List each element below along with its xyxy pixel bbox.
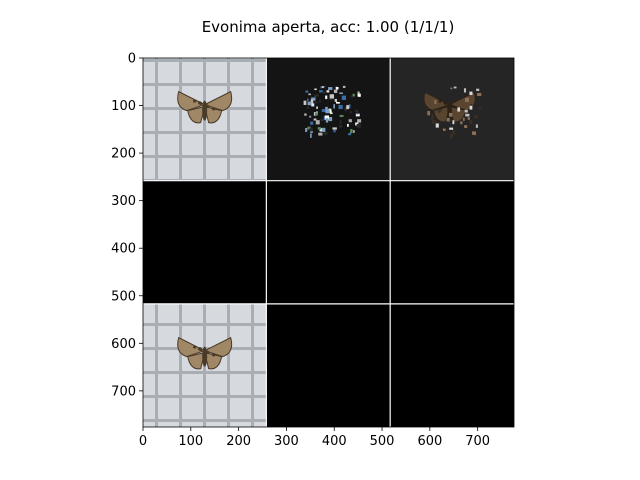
- y-tick-label: 200: [111, 147, 136, 162]
- x-tick-label: 400: [322, 434, 347, 449]
- panel-1-0: [143, 180, 267, 304]
- y-tick-label: 600: [111, 337, 136, 352]
- panel-0-2: [390, 58, 514, 181]
- panel-0-0: [143, 58, 267, 181]
- x-tick-label: 500: [370, 434, 395, 449]
- panel-1-1: [266, 180, 391, 304]
- y-tick-label: 0: [128, 52, 136, 67]
- plot-area: [143, 58, 514, 427]
- x-axis: 0 100 200 300 400 500 600 700: [139, 427, 490, 449]
- y-tick-label: 300: [111, 194, 136, 209]
- y-tick-label: 100: [111, 99, 136, 114]
- panel-2-2: [390, 303, 514, 427]
- x-tick-label: 600: [417, 434, 442, 449]
- x-tick-label: 200: [226, 434, 251, 449]
- y-tick-label: 700: [111, 384, 136, 399]
- axes-frame: [142, 57, 515, 428]
- x-tick-label: 700: [465, 434, 490, 449]
- panel-2-1: [266, 303, 391, 427]
- y-tick-label: 500: [111, 289, 136, 304]
- panel-0-1: [266, 58, 391, 181]
- x-tick-label: 0: [139, 434, 147, 449]
- y-axis: 0 100 200 300 400 500 600 700: [111, 52, 143, 399]
- x-tick-label: 100: [178, 434, 203, 449]
- panel-1-2: [390, 180, 514, 304]
- x-tick-label: 300: [274, 434, 299, 449]
- panel-2-0: [143, 303, 267, 427]
- y-tick-label: 400: [111, 242, 136, 257]
- chart-title: Evonima aperta, acc: 1.00 (1/1/1): [202, 18, 455, 36]
